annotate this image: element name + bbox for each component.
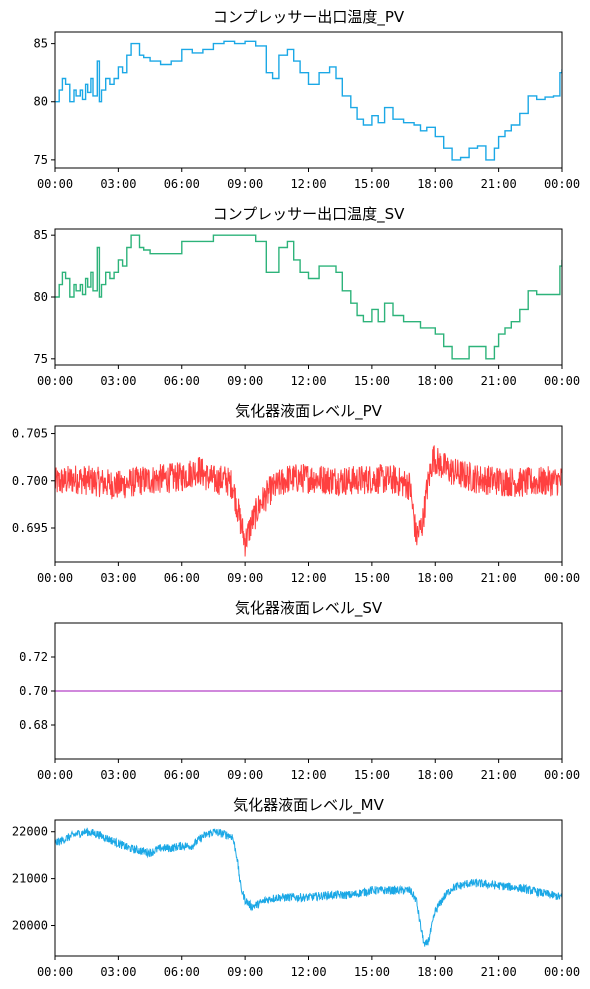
x-tick-label: 03:00 [100, 374, 136, 388]
y-tick-label: 0.70 [19, 684, 48, 698]
x-tick-label: 00:00 [37, 768, 73, 782]
chart-panel-5: 気化器液面レベル_MV 20000 21000 22000 00:00 03:00 06:0… [12, 796, 580, 979]
x-tick-label: 00:00 [544, 965, 580, 979]
chart-panel-2: コンプレッサー出口温度_SV 75 80 85 00:00 03:00 06:00 09:00… [34, 205, 581, 388]
plot-frame [54, 228, 563, 366]
x-tick-label: 15:00 [354, 965, 390, 979]
x-tick-label: 18:00 [417, 768, 453, 782]
y-tick-label: 85 [34, 37, 48, 51]
x-tick-label: 12:00 [290, 374, 326, 388]
chart-title: コンプレッサー出口温度_PV [213, 8, 405, 27]
x-tick-label: 09:00 [227, 177, 263, 191]
y-tick-label: 0.695 [12, 521, 48, 535]
y-tick-label: 75 [34, 352, 48, 366]
x-tick-label: 21:00 [481, 965, 517, 979]
x-tick-label: 06:00 [164, 177, 200, 191]
x-tick-label: 00:00 [37, 374, 73, 388]
x-tick-label: 21:00 [481, 374, 517, 388]
x-tick-label: 18:00 [417, 177, 453, 191]
x-tick-label: 03:00 [100, 571, 136, 585]
x-tick-label: 00:00 [37, 965, 73, 979]
x-tick-label: 06:00 [164, 374, 200, 388]
x-tick-label: 21:00 [481, 768, 517, 782]
x-tick-label: 00:00 [544, 374, 580, 388]
x-tick-label: 21:00 [481, 177, 517, 191]
x-tick-label: 09:00 [227, 965, 263, 979]
y-tick-label: 85 [34, 228, 48, 242]
x-tick-label: 09:00 [227, 768, 263, 782]
chart-panel-4: 気化器液面レベル_SV 0.68 0.70 0.72 00:00 03:00 06:00 09… [19, 599, 580, 782]
x-tick-label: 18:00 [417, 571, 453, 585]
x-tick-label: 03:00 [100, 177, 136, 191]
x-tick-label: 12:00 [290, 965, 326, 979]
x-tick-label: 18:00 [417, 374, 453, 388]
y-tick-label: 22000 [12, 825, 48, 839]
x-tick-label: 12:00 [290, 571, 326, 585]
x-tick-label: 15:00 [354, 571, 390, 585]
plot-frame [54, 819, 563, 957]
x-tick-label: 00:00 [37, 571, 73, 585]
x-tick-label: 15:00 [354, 177, 390, 191]
chart-title: 気化器液面レベル_SV [235, 599, 383, 618]
chart-title: コンプレッサー出口温度_SV [213, 205, 406, 224]
x-tick-label: 15:00 [354, 374, 390, 388]
x-tick-label: 00:00 [544, 177, 580, 191]
x-tick-label: 00:00 [544, 768, 580, 782]
x-tick-label: 15:00 [354, 768, 390, 782]
chart-title: 気化器液面レベル_PV [235, 402, 383, 421]
x-tick-label: 00:00 [37, 177, 73, 191]
series-line-1 [55, 827, 562, 947]
chart-panel-3: 気化器液面レベル_PV 0.695 0.700 0.705 00:00 03:00 06:0… [12, 402, 580, 585]
series-line-1 [55, 234, 562, 360]
x-tick-label: 21:00 [481, 571, 517, 585]
chart-title: 気化器液面レベル_MV [233, 796, 384, 815]
y-tick-label: 0.72 [19, 650, 48, 664]
x-tick-label: 09:00 [227, 374, 263, 388]
y-tick-label: 75 [34, 153, 48, 167]
x-tick-label: 12:00 [290, 768, 326, 782]
x-tick-label: 03:00 [100, 768, 136, 782]
x-tick-label: 06:00 [164, 571, 200, 585]
x-tick-label: 06:00 [164, 768, 200, 782]
y-tick-label: 20000 [12, 919, 48, 933]
y-tick-label: 21000 [12, 872, 48, 886]
x-tick-label: 03:00 [100, 965, 136, 979]
series-line-1 [55, 445, 562, 557]
x-tick-label: 12:00 [290, 177, 326, 191]
chart-panel-1: コンプレッサー出口温度_PV 75 80 85 00:00 03:00 06:00 09:00… [34, 8, 581, 191]
series-line-1 [55, 40, 562, 161]
y-tick-label: 80 [34, 95, 48, 109]
y-tick-label: 0.68 [19, 718, 48, 732]
x-tick-label: 00:00 [544, 571, 580, 585]
y-tick-label: 80 [34, 290, 48, 304]
y-tick-label: 0.700 [12, 474, 48, 488]
x-tick-label: 09:00 [227, 571, 263, 585]
y-tick-label: 0.705 [12, 427, 48, 441]
x-tick-label: 18:00 [417, 965, 453, 979]
x-tick-label: 06:00 [164, 965, 200, 979]
